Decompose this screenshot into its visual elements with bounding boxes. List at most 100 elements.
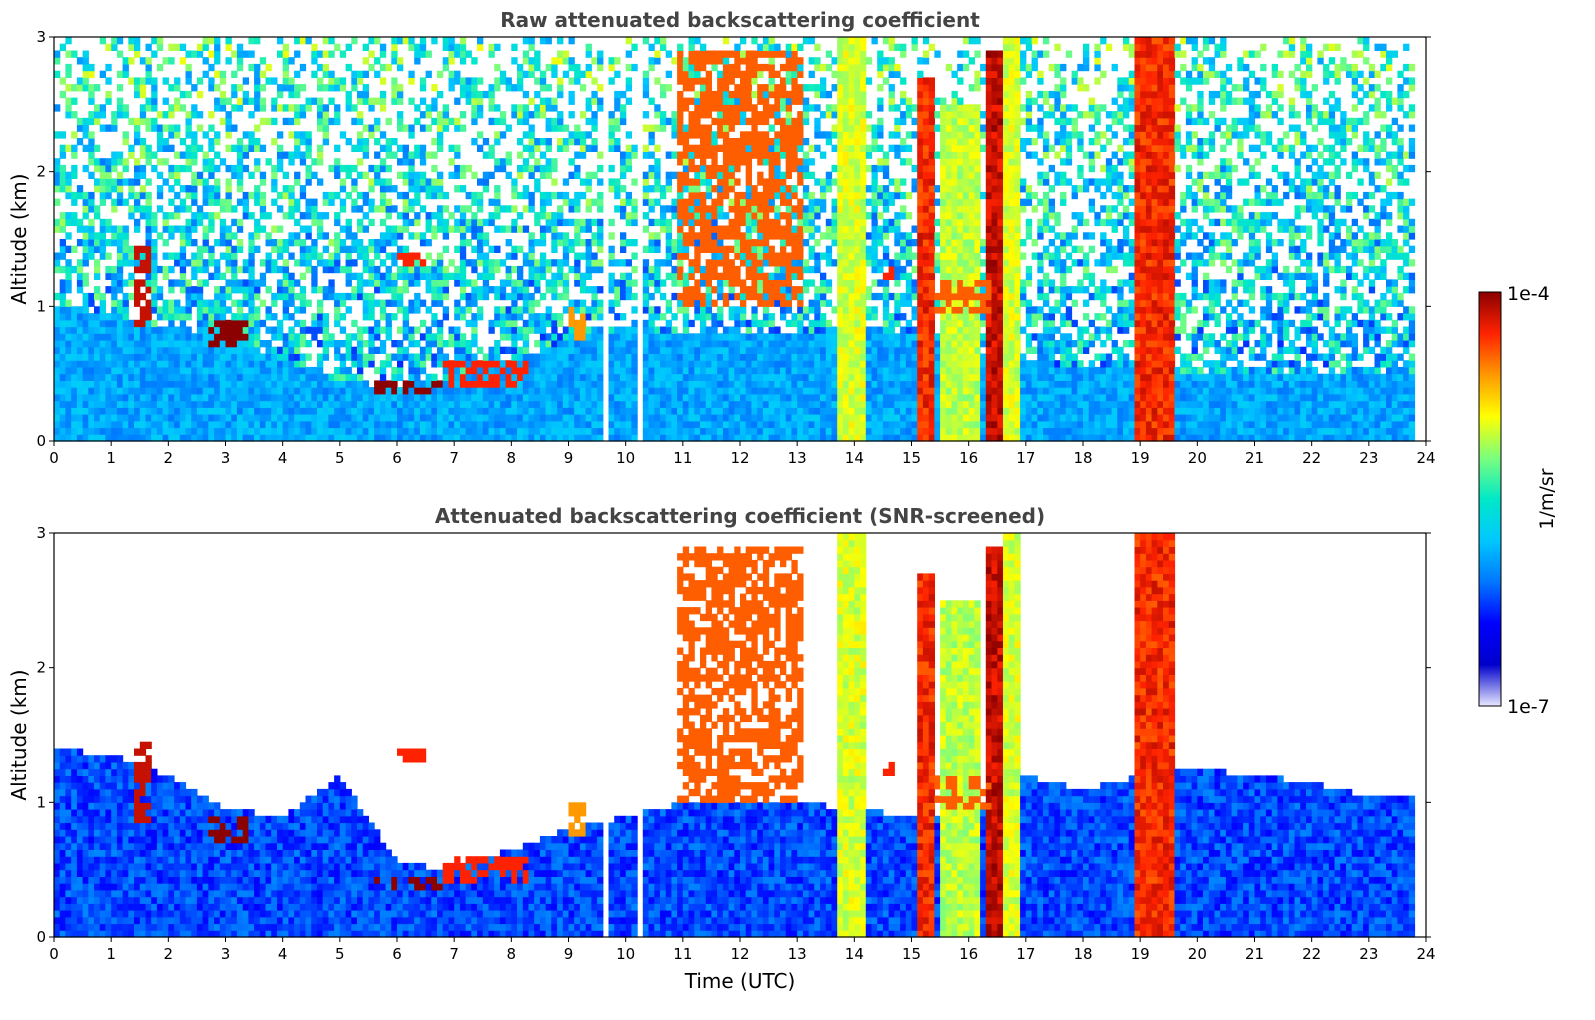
heatmap-cell: [111, 306, 118, 314]
heatmap-cell: [271, 245, 278, 253]
heatmap-cell: [717, 84, 724, 92]
heatmap-cell: [299, 245, 307, 253]
heatmap-cell: [357, 420, 364, 429]
heatmap-cell: [88, 414, 95, 422]
heatmap-cell: [654, 333, 661, 341]
heatmap-cell: [214, 198, 221, 206]
heatmap-cell: [579, 340, 587, 348]
heatmap-cell: [671, 434, 678, 442]
heatmap-cell: [231, 414, 238, 422]
heatmap-cell: [139, 57, 147, 65]
heatmap-cell: [694, 63, 701, 72]
heatmap-cell: [705, 387, 712, 395]
heatmap-cell: [465, 387, 472, 395]
heatmap-cell: [437, 212, 444, 220]
heatmap-cell: [740, 306, 747, 314]
heatmap-cell: [311, 279, 318, 287]
heatmap-cell: [99, 239, 106, 247]
heatmap-cell: [568, 319, 575, 328]
heatmap-cell: [631, 387, 638, 395]
heatmap-cell: [768, 77, 775, 85]
heatmap-cell: [625, 37, 632, 45]
heatmap-cell: [722, 333, 730, 341]
heatmap-cell: [677, 279, 684, 287]
heatmap-cell: [751, 245, 758, 253]
heatmap-cell: [248, 360, 255, 368]
heatmap-cell: [162, 111, 169, 119]
heatmap-cell: [494, 84, 501, 92]
heatmap-cell: [511, 360, 518, 368]
heatmap-cell: [414, 407, 421, 415]
heatmap-cell: [574, 407, 581, 415]
heatmap-cell: [288, 393, 295, 402]
heatmap-cell: [94, 373, 101, 381]
heatmap-cell: [185, 292, 192, 301]
heatmap-cell: [660, 346, 667, 354]
heatmap-cell: [357, 326, 364, 334]
heatmap-cell: [597, 63, 604, 72]
heatmap-cell: [414, 171, 421, 179]
heatmap-cell: [322, 212, 329, 220]
heatmap-cell: [437, 393, 444, 402]
heatmap-cell: [322, 131, 329, 139]
heatmap-cell: [357, 111, 364, 119]
heatmap-cell: [179, 326, 187, 334]
heatmap-cell: [288, 205, 295, 213]
heatmap-cell: [751, 306, 758, 314]
heatmap-cell: [145, 151, 152, 159]
heatmap-cell: [574, 191, 581, 200]
heatmap-cell: [499, 346, 507, 354]
heatmap-cell: [642, 111, 650, 119]
heatmap-cell: [745, 245, 752, 253]
heatmap-cell: [116, 185, 124, 193]
heatmap-cell: [54, 104, 61, 112]
heatmap-cell: [134, 414, 141, 422]
heatmap-cell: [134, 353, 141, 361]
heatmap-cell: [665, 340, 672, 348]
heatmap-cell: [271, 326, 278, 334]
heatmap-cell: [740, 131, 747, 139]
heatmap-cell: [76, 84, 84, 92]
heatmap-cell: [99, 191, 106, 200]
heatmap-cell: [248, 353, 255, 361]
heatmap-cell: [214, 212, 221, 220]
heatmap-cell: [128, 178, 135, 186]
heatmap-cell: [345, 400, 352, 408]
heatmap-cell: [299, 299, 307, 307]
heatmap-cell: [202, 185, 209, 193]
heatmap-cell: [705, 111, 712, 119]
heatmap-cell: [328, 259, 335, 267]
heatmap-cell: [545, 138, 552, 146]
heatmap-cell: [517, 407, 524, 415]
heatmap-cell: [254, 346, 261, 354]
heatmap-cell: [745, 151, 752, 159]
heatmap-cell: [517, 366, 524, 375]
heatmap-cell: [528, 63, 535, 72]
heatmap-cell: [620, 292, 627, 301]
heatmap-cell: [236, 279, 244, 287]
heatmap-cell: [339, 353, 347, 361]
heatmap-cell: [185, 427, 192, 435]
heatmap-cell: [299, 104, 307, 112]
heatmap-cell: [585, 326, 592, 334]
heatmap-cell: [317, 427, 324, 435]
heatmap-cell: [665, 171, 672, 179]
heatmap-cell: [665, 420, 672, 429]
heatmap-cell: [728, 171, 735, 179]
heatmap-cell: [288, 299, 295, 307]
heatmap-cell: [442, 306, 449, 314]
heatmap-cell: [751, 346, 758, 354]
heatmap-cell: [665, 360, 672, 368]
heatmap-cell: [414, 218, 421, 227]
heatmap-cell: [65, 313, 72, 321]
heatmap-cell: [688, 212, 695, 220]
heatmap-cell: [751, 212, 758, 220]
heatmap-cell: [254, 37, 261, 45]
heatmap-cell: [208, 84, 215, 92]
heatmap-cell: [248, 393, 255, 402]
heatmap-cell: [665, 252, 672, 260]
heatmap-cell: [614, 124, 621, 132]
heatmap-cell: [448, 373, 455, 381]
heatmap-cell: [660, 191, 667, 200]
heatmap-cell: [305, 198, 312, 206]
